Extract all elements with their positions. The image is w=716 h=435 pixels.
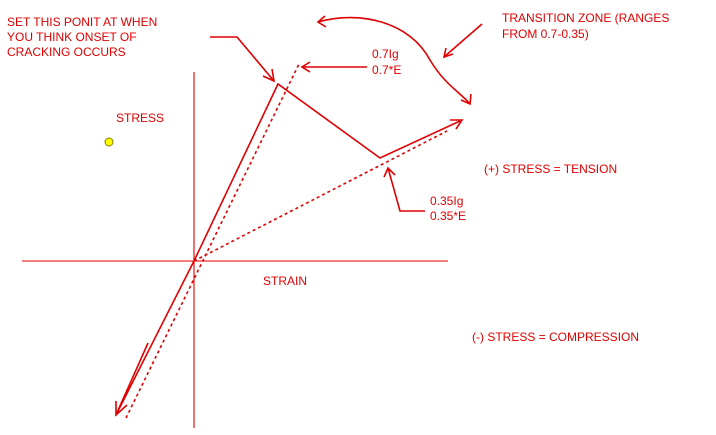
set-point-label-line2: YOU THINK ONSET OF (7, 30, 137, 44)
lower-ig-label: 0.35Ig (430, 194, 463, 208)
stress-axis-label: STRESS (116, 111, 164, 125)
lower-label-pointer-head (383, 166, 396, 178)
tension-label: (+) STRESS = TENSION (484, 162, 617, 176)
transition-label-line1: TRANSITION ZONE (RANGES (502, 11, 669, 25)
compression-arrowhead (115, 401, 128, 417)
upper-ig-label: 0.7Ig (372, 47, 399, 61)
transition-pointer (443, 23, 483, 58)
set-point-label-line3: CRACKING OCCURS (7, 45, 126, 59)
transition-pointer-head (442, 47, 454, 59)
marker-dot (104, 137, 114, 147)
lower-e-label: 0.35*E (430, 209, 466, 223)
stiffness-curve (115, 82, 461, 416)
transition-label-line2: FROM 0.7-0.35) (502, 27, 589, 41)
upper-e-label: 0.7*E (372, 63, 401, 77)
compression-arrow-shaft-extra (115, 342, 149, 416)
set-point-label-line1: SET THIS PONIT AT WHEN (7, 15, 157, 29)
strain-axis-label: STRAIN (263, 274, 307, 288)
compression-label: (-) STRESS = COMPRESSION (472, 330, 639, 344)
dashed-0.35-line (193, 130, 448, 262)
tension-arrowhead (450, 119, 464, 130)
transition-arc-head-left (316, 15, 327, 28)
lower-label-pointer (387, 167, 425, 212)
upper-label-pointer-head (300, 61, 311, 73)
set-point-pointer (210, 36, 275, 82)
transition-arc (317, 16, 471, 105)
transition-arc-head-right (460, 93, 472, 106)
set-point-pointer-head (262, 68, 276, 83)
